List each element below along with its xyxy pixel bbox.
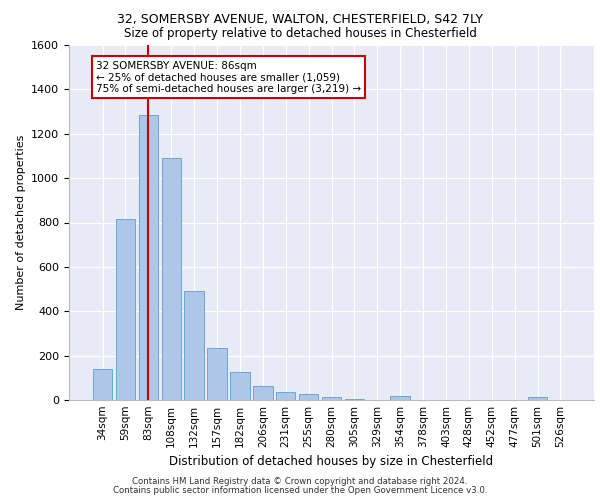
Bar: [184, 292, 204, 400]
Bar: [161, 158, 181, 400]
Bar: [276, 392, 295, 400]
Bar: [299, 394, 319, 400]
Text: Size of property relative to detached houses in Chesterfield: Size of property relative to detached ho…: [124, 28, 476, 40]
Bar: [322, 396, 341, 400]
Text: Contains public sector information licensed under the Open Government Licence v3: Contains public sector information licen…: [113, 486, 487, 495]
Text: Contains HM Land Registry data © Crown copyright and database right 2024.: Contains HM Land Registry data © Crown c…: [132, 477, 468, 486]
X-axis label: Distribution of detached houses by size in Chesterfield: Distribution of detached houses by size …: [169, 456, 494, 468]
Text: 32 SOMERSBY AVENUE: 86sqm
← 25% of detached houses are smaller (1,059)
75% of se: 32 SOMERSBY AVENUE: 86sqm ← 25% of detac…: [96, 60, 361, 94]
Bar: [391, 396, 410, 400]
Text: 32, SOMERSBY AVENUE, WALTON, CHESTERFIELD, S42 7LY: 32, SOMERSBY AVENUE, WALTON, CHESTERFIEL…: [117, 12, 483, 26]
Bar: [208, 348, 227, 400]
Bar: [93, 369, 112, 400]
Bar: [253, 386, 272, 400]
Bar: [528, 398, 547, 400]
Y-axis label: Number of detached properties: Number of detached properties: [16, 135, 26, 310]
Bar: [139, 115, 158, 400]
Bar: [230, 372, 250, 400]
Bar: [116, 219, 135, 400]
Bar: [344, 399, 364, 400]
